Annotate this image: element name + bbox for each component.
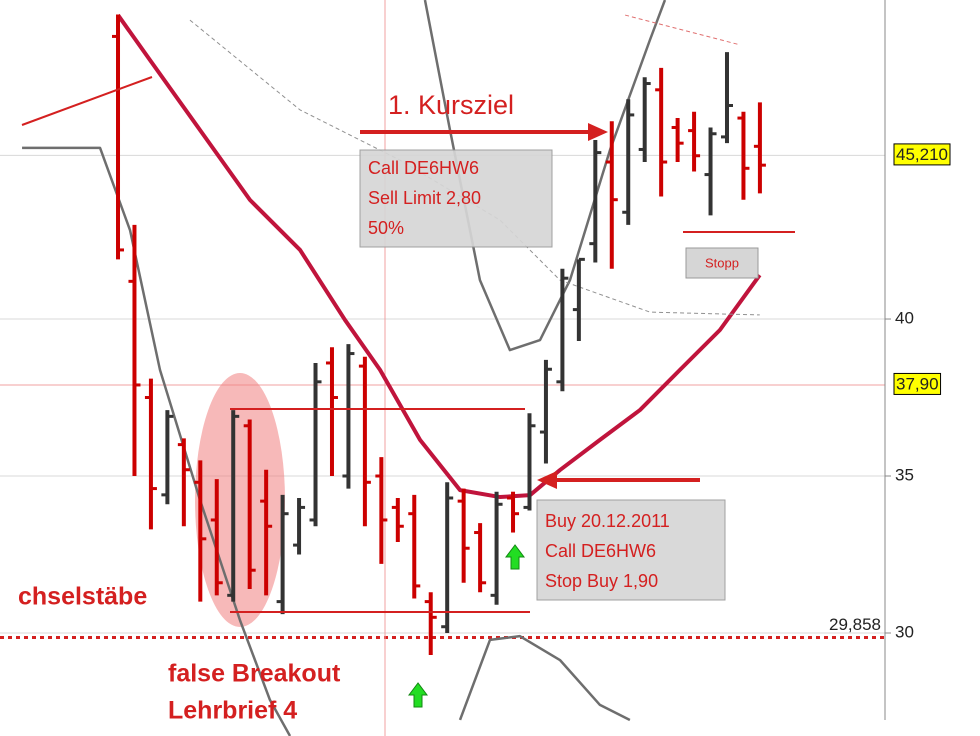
y-tick-label: 35	[895, 465, 914, 484]
price-label: 29,858	[829, 615, 881, 634]
signal-arrow	[505, 544, 525, 570]
buy-text: Stop Buy 1,90	[545, 571, 658, 591]
price-label: 37,90	[896, 374, 939, 393]
grid	[0, 154, 885, 639]
y-axis-labels: 30 35 40 45,210 37,90 29,858	[829, 143, 951, 641]
sell-text: Sell Limit 2,80	[368, 188, 481, 208]
arrow-head	[588, 123, 608, 141]
buy-text: Buy 20.12.2011	[545, 511, 670, 531]
stop-text: Stopp	[705, 255, 739, 270]
indicator-line	[116, 13, 762, 500]
sell-text: Call DE6HW6	[368, 158, 479, 178]
trend-line	[21, 76, 153, 126]
buy-text: Call DE6HW6	[545, 541, 656, 561]
indicator-line	[624, 14, 741, 46]
sell-box	[359, 149, 553, 248]
y-tick-label: 40	[895, 309, 914, 328]
breakout-text: Lehrbrief 4	[168, 697, 297, 725]
sell-text: 50%	[368, 218, 404, 238]
highlight-ellipse	[195, 373, 285, 627]
annotation-lines	[21, 76, 795, 613]
price-label: 45,210	[896, 145, 948, 164]
target-text: 1. Kursziel	[388, 90, 514, 120]
arrow-head	[537, 471, 557, 489]
y-tick-label: 30	[895, 622, 914, 641]
indicator-line	[189, 19, 760, 316]
breakout-text: false Breakout	[168, 660, 341, 688]
price-tag	[893, 372, 942, 395]
stop-box	[685, 247, 759, 279]
indicator-line	[22, 146, 631, 736]
pattern-text: chselstäbe	[18, 583, 147, 611]
signal-arrow	[408, 682, 428, 708]
buy-box	[536, 499, 726, 601]
price-tag	[893, 143, 951, 166]
